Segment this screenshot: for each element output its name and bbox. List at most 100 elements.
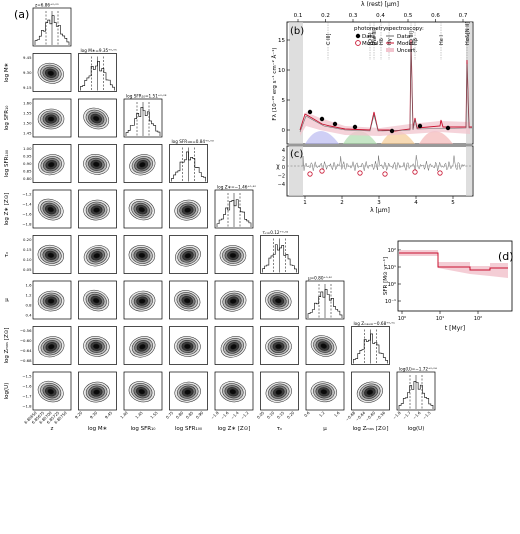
sed-top-tick-label: 0.6 <box>431 13 440 19</box>
resid-photometry-point <box>412 169 418 175</box>
density-contour <box>93 253 101 259</box>
density-contour <box>93 161 100 168</box>
corner-panel-label: (a) <box>14 8 29 21</box>
density-contour <box>47 252 55 258</box>
resid-ylabel: χ <box>276 163 280 170</box>
resid-spectrum <box>302 154 466 171</box>
emission-line-label: C III] <box>326 33 332 45</box>
legend-spec-data: Data <box>397 34 410 40</box>
corner-ylabel-2: log SFR₁₀ <box>4 105 10 131</box>
emission-line-label: He I <box>439 35 445 45</box>
diag-title-2: log SFR₁₀=1.51⁺⁰·⁰³ <box>126 94 167 99</box>
sed-panel-label: (b) <box>290 26 304 37</box>
sfh-ytick-label: 10⁰ <box>388 282 396 288</box>
emission-line-label: Hδ <box>379 38 385 45</box>
corner-cell-7-1 <box>78 326 117 365</box>
diag-title-3: log SFR₁₀₀=0.84⁺⁰·⁰³ <box>172 139 214 144</box>
corner-ytick: 1.6 <box>25 283 32 288</box>
emission-line-label: Hγ <box>387 38 393 45</box>
sfh-uncertainty-band <box>399 250 508 278</box>
sfh-ytick-label: 10¹ <box>388 265 396 271</box>
corner-cell-7-6 <box>305 326 345 365</box>
corner-cell-8-4 <box>214 371 254 411</box>
corner-cell-5-3 <box>169 235 208 274</box>
corner-ytick: 0.4 <box>25 313 32 318</box>
photometry-point <box>445 125 451 131</box>
legend-photometry-model: Model <box>362 41 379 47</box>
corner-cell-7-4 <box>214 326 254 365</box>
corner-ylabel-1: log M∗ <box>4 63 10 83</box>
resid-ytick: 2 <box>282 157 285 163</box>
sed-legend: photometry: Data Model spectroscopy: Dat… <box>354 26 424 54</box>
corner-cell-2-0 <box>32 98 72 138</box>
corner-ytick: −1.5 <box>22 374 32 379</box>
corner-cell-5-1 <box>78 235 117 274</box>
corner-cell-5-0 <box>32 235 72 274</box>
filter-curve <box>419 131 453 144</box>
sed-top-tick-label: 0.7 <box>459 13 468 19</box>
resid-photometry-point <box>382 171 388 177</box>
corner-xtick: −1.7 <box>402 410 412 420</box>
density-contour <box>366 389 374 395</box>
photometry-point <box>319 116 325 122</box>
photometry-point <box>332 121 338 127</box>
emission-line-label: Hα&[N II] <box>465 22 471 45</box>
corner-ytick: 1.2 <box>25 293 32 298</box>
density-contour <box>275 389 283 395</box>
corner-cell-7-5 <box>260 326 299 365</box>
corner-cell-6-0 <box>32 280 72 320</box>
corner-ytick: 0.10 <box>23 257 32 262</box>
corner-cell-6-3 <box>169 280 208 320</box>
diag-title-4: log Z∗=−1.46⁺⁰·¹⁰ <box>217 185 256 190</box>
density-contour <box>320 389 328 395</box>
density-contour <box>184 389 192 395</box>
corner-xlabel-4: log Z∗ [Z⊙] <box>218 426 251 432</box>
density-contour <box>92 297 100 304</box>
corner-ytick: 0.90 <box>23 161 32 166</box>
legend-spec-uncert-swatch <box>386 48 394 52</box>
sed-panel: (b) λ (rest) [μm] Fλ (10⁻²⁰ erg s⁻¹ cm⁻²… <box>271 1 474 145</box>
photometry-point <box>389 128 395 134</box>
density-contour <box>184 343 191 350</box>
diag-title-5: τᵥ=0.12⁺⁰·⁰² <box>263 230 289 235</box>
resid-ticks: 4 2 0 −2 −4 1 2 3 4 5 <box>278 148 456 206</box>
corner-ytick: 0.85 <box>23 169 32 174</box>
density-contour <box>47 70 55 76</box>
sfh-ylabel: SFR [M⊙ yr⁻¹] <box>382 257 389 295</box>
corner-xlabel-1: log M∗ <box>88 426 108 432</box>
corner-ytick: 9.30 <box>23 70 32 75</box>
corner-xtick: 0.20 <box>286 410 296 420</box>
legend-spec-uncert: Uncert. <box>397 48 417 54</box>
emission-line-label: Hβ <box>413 38 419 45</box>
density-contour <box>47 162 55 168</box>
corner-ytick: −1.6 <box>22 384 32 389</box>
density-contour <box>138 252 146 259</box>
corner-plot: z=6.86⁺⁰·⁰⁰ 9.45 9.30 9.15 log M∗ log M∗=9.35… <box>4 3 437 433</box>
corner-xtick: 1.55 <box>149 410 159 420</box>
corner-cell-4-1 <box>78 189 117 229</box>
resid-xlabel: λ [μm] <box>370 207 390 214</box>
legend-photometry-data: Data <box>362 34 375 40</box>
corner-ylabel-6: μ <box>4 298 10 302</box>
corner-ylabel-7: log Zₘₐₛ [Z⊙] <box>4 328 10 364</box>
corner-xtick: 0.90 <box>195 410 205 420</box>
diag-title-6: μ=0.80⁺⁰·¹⁰ <box>308 276 332 281</box>
sed-uncertainty-band <box>300 112 470 136</box>
legend-spec-model: Model <box>397 41 414 47</box>
sed-top-tick-label: 0.2 <box>321 13 330 19</box>
sfh-ytick-label: 10⁻¹ <box>385 299 396 305</box>
corner-ytick: −1.4 <box>22 202 32 207</box>
resid-xtick-label: 2 <box>340 200 344 206</box>
corner-xtick: 1.6 <box>333 410 341 418</box>
density-contour <box>183 297 191 304</box>
corner-xtick: −1.6 <box>220 410 230 420</box>
corner-cell-0-0 <box>32 7 72 47</box>
sed-ytick-label: 5 <box>282 98 286 104</box>
corner-cell-8-6 <box>305 371 345 411</box>
legend-spectroscopy-title: spectroscopy: <box>386 26 424 32</box>
corner-cell-8-2 <box>123 371 163 411</box>
corner-ytick: 0.15 <box>23 247 32 252</box>
corner-ytick: 1.00 <box>23 146 32 151</box>
corner-cell-7-2 <box>123 326 163 365</box>
emission-line-label: [O III] <box>409 31 415 45</box>
